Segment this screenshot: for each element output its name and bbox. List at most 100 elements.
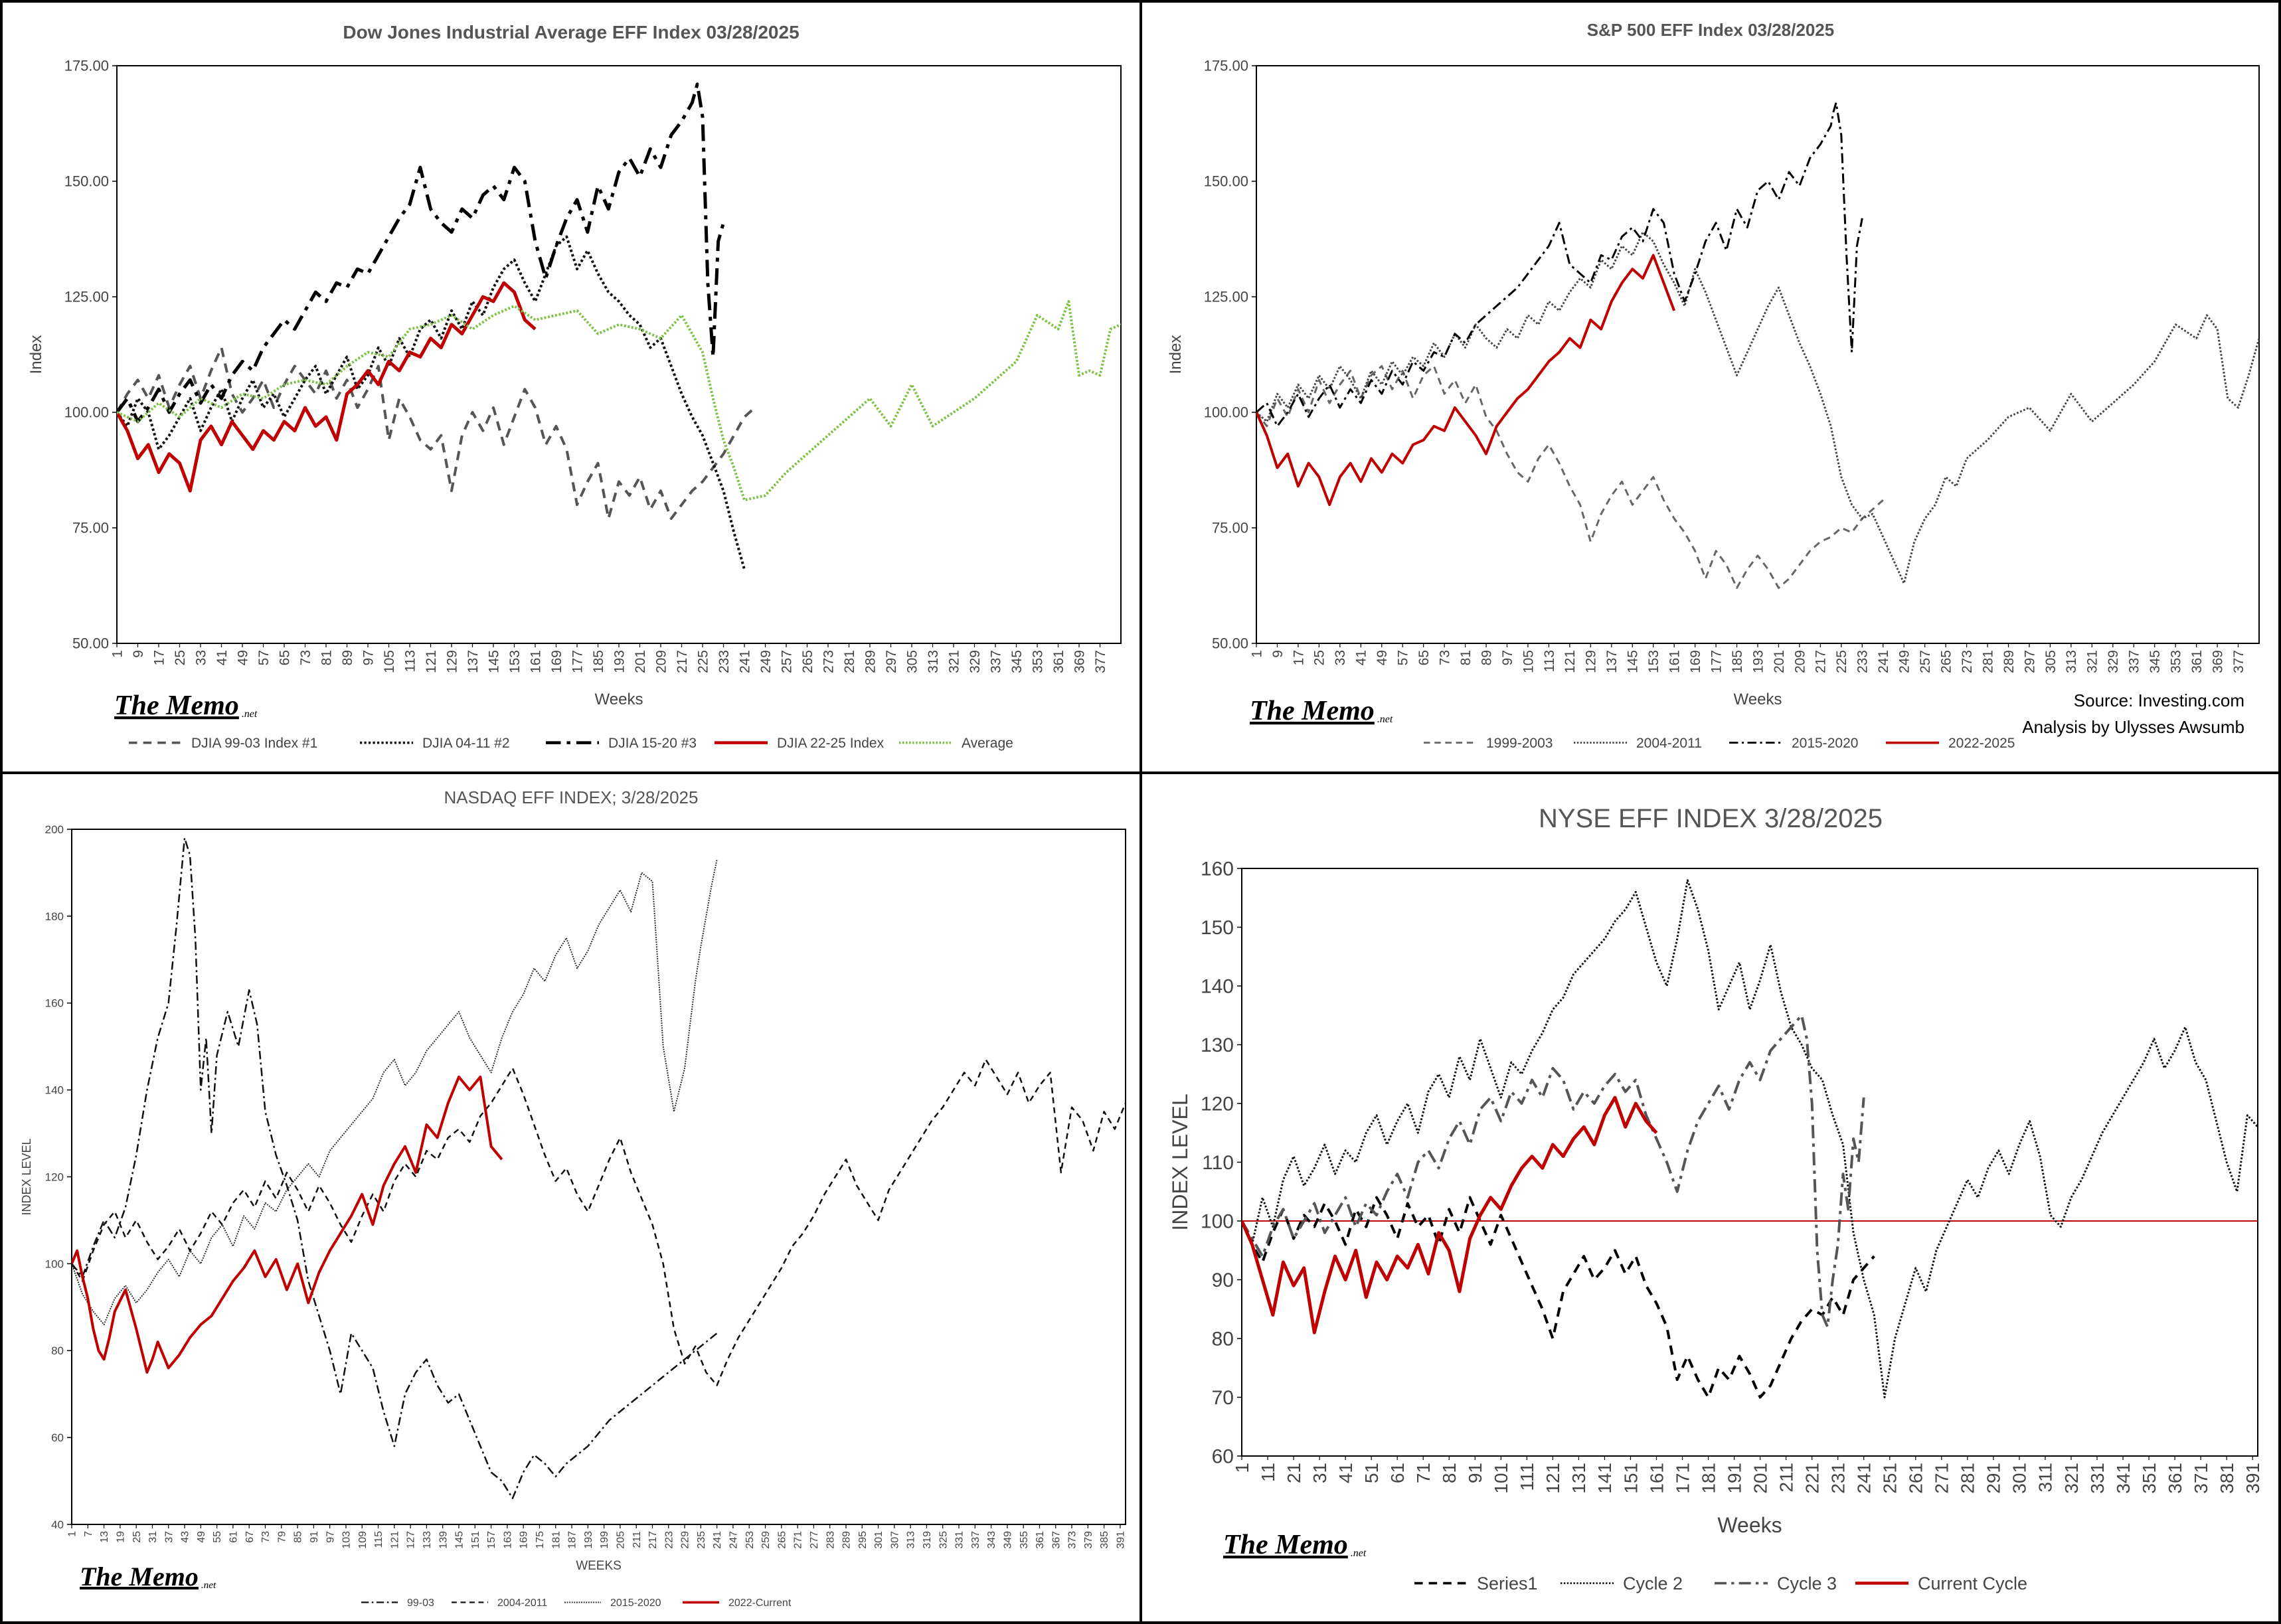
y-tick-label: 125.00: [1204, 289, 1248, 305]
y-axis-label: INDEX LEVEL: [20, 1138, 33, 1215]
x-tick-label: 277: [809, 1531, 820, 1549]
x-tick-label: 313: [906, 1531, 917, 1549]
brand-logo: The Memo: [1250, 696, 1375, 726]
x-tick-label: 163: [502, 1531, 513, 1549]
x-tick-label: 271: [1932, 1463, 1952, 1494]
x-tick-label: 257: [1918, 650, 1933, 673]
y-tick-label: 175.00: [1204, 58, 1248, 74]
nyse-chart: NYSE EFF INDEX 3/28/20256070809010011012…: [1168, 804, 2263, 1593]
x-tick-label: 217: [675, 650, 690, 673]
legend-entry: 1999-2003: [1486, 736, 1553, 751]
x-tick-label: 291: [1984, 1463, 2004, 1494]
x-tick-label: 271: [793, 1531, 804, 1549]
x-tick-label: 199: [599, 1531, 610, 1549]
x-tick-label: 129: [444, 650, 460, 673]
series-line-5: [117, 300, 1121, 502]
y-tick-label: 100.00: [64, 404, 109, 421]
x-tick-label: 169: [519, 1531, 530, 1549]
y-tick-label: 180: [45, 910, 64, 923]
x-tick-label: 137: [465, 650, 481, 673]
x-tick-label: 193: [612, 650, 627, 673]
x-tick-label: 97: [361, 650, 376, 665]
sp500-chart-panel: S&P 500 EFF Index 03/28/2025 50.00 75.00 10…: [1140, 0, 2281, 774]
x-tick-label: 289: [863, 650, 878, 673]
x-tick-label: 377: [2231, 650, 2246, 673]
x-tick-label: 297: [884, 650, 899, 673]
x-tick-label: 201: [1772, 650, 1787, 673]
x-tick-label: 281: [1958, 1463, 1978, 1494]
x-tick-label: 369: [1072, 650, 1087, 673]
x-tick-label: 81: [1458, 650, 1474, 665]
series-line-2: [117, 235, 746, 570]
y-tick-label: 50.00: [72, 635, 109, 652]
x-tick-label: 257: [779, 650, 794, 673]
brand-logo: The Memo: [1223, 1530, 1348, 1560]
x-tick-label: 131: [1568, 1463, 1589, 1494]
x-tick-label: 31: [1309, 1463, 1330, 1483]
x-tick-label: 273: [821, 650, 836, 673]
x-tick-label: 33: [193, 650, 209, 665]
x-tick-label: 91: [1465, 1463, 1485, 1483]
x-tick-label: 85: [293, 1531, 304, 1543]
x-tick-label: 111: [1517, 1463, 1537, 1491]
x-axis-label: WEEKS: [576, 1559, 622, 1573]
x-tick-label: 187: [567, 1531, 578, 1549]
x-tick-label: 181: [1698, 1463, 1719, 1494]
x-axis-label: Weeks: [1717, 1513, 1782, 1537]
brand-logo-suffix: .net: [201, 1580, 216, 1591]
x-tick-label: 105: [1521, 650, 1536, 673]
x-tick-label: 43: [180, 1531, 191, 1543]
x-tick-label: 161: [1646, 1463, 1667, 1494]
x-tick-label: 1: [1249, 650, 1264, 658]
x-tick-label: 265: [776, 1531, 788, 1549]
x-tick-label: 17: [1291, 650, 1306, 665]
x-tick-label: 349: [1002, 1531, 1013, 1549]
chart-title: NYSE EFF INDEX 3/28/2025: [1539, 804, 1883, 833]
x-tick-label: 371: [2191, 1463, 2211, 1494]
x-tick-label: 137: [1604, 650, 1620, 673]
x-tick-label: 191: [1724, 1463, 1744, 1494]
x-tick-label: 49: [1375, 650, 1390, 665]
x-tick-label: 265: [800, 650, 815, 673]
x-tick-label: 307: [889, 1531, 900, 1549]
x-tick-label: 273: [1960, 650, 1975, 673]
y-tick-label: 110: [1202, 1152, 1234, 1174]
x-tick-label: 249: [1897, 650, 1912, 673]
x-tick-label: 19: [115, 1531, 126, 1543]
x-tick-label: 133: [422, 1531, 433, 1549]
x-tick-label: 241: [1854, 1463, 1875, 1494]
legend-entry: Average: [962, 736, 1013, 751]
x-tick-label: 1: [1232, 1463, 1252, 1473]
x-tick-label: 369: [2210, 650, 2225, 673]
x-tick-label: 37: [163, 1531, 175, 1543]
plot-area: [116, 65, 1122, 644]
x-tick-label: 21: [1284, 1463, 1304, 1483]
x-tick-label: 79: [276, 1531, 288, 1543]
y-tick-label: 150.00: [1204, 173, 1248, 190]
y-tick-label: 60: [1212, 1446, 1234, 1468]
series-line-4: [1242, 1096, 1658, 1335]
brand-logo: The Memo: [80, 1562, 199, 1591]
x-tick-label: 329: [968, 650, 983, 673]
x-tick-label: 247: [728, 1531, 740, 1549]
y-tick-label: 175.00: [64, 58, 109, 74]
x-tick-label: 25: [1312, 650, 1327, 665]
x-tick-label: 121: [389, 1531, 400, 1549]
x-tick-label: 73: [298, 650, 313, 665]
x-tick-label: 153: [1646, 650, 1661, 673]
x-tick-label: 91: [309, 1531, 320, 1543]
x-tick-label: 33: [1333, 650, 1348, 665]
x-tick-label: 225: [1834, 650, 1849, 673]
x-tick-label: 101: [1491, 1463, 1511, 1494]
y-tick-label: 120: [1201, 1094, 1234, 1115]
series-line-4: [72, 1076, 503, 1374]
x-tick-label: 81: [319, 650, 334, 665]
y-axis-label: Index: [27, 335, 45, 374]
x-tick-label: 217: [1814, 650, 1829, 673]
x-tick-label: 305: [2043, 650, 2059, 673]
x-tick-label: 313: [2064, 650, 2079, 673]
legend-entry: 2004-2011: [1636, 736, 1702, 751]
x-tick-label: 185: [591, 650, 606, 673]
x-tick-label: 261: [1906, 1463, 1926, 1494]
x-tick-label: 51: [1361, 1463, 1382, 1483]
